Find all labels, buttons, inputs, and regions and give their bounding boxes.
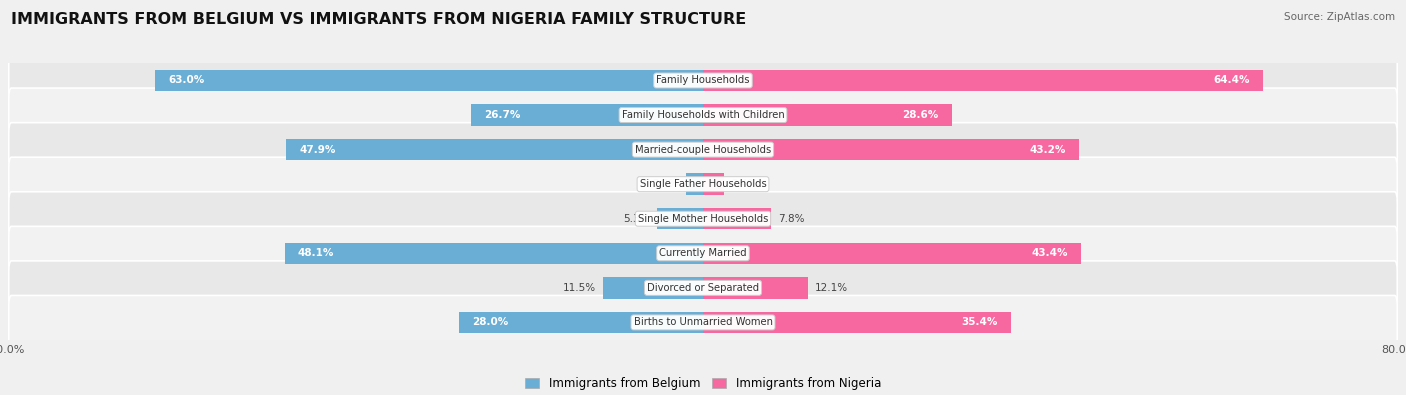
- Text: 48.1%: 48.1%: [298, 248, 335, 258]
- Bar: [155, 70, 703, 91]
- Bar: [603, 277, 703, 299]
- Text: 26.7%: 26.7%: [484, 110, 520, 120]
- Text: 2.4%: 2.4%: [731, 179, 758, 189]
- Bar: [287, 139, 703, 160]
- Bar: [703, 208, 770, 229]
- FancyBboxPatch shape: [8, 122, 1398, 177]
- Bar: [703, 139, 1078, 160]
- Bar: [703, 312, 1011, 333]
- Bar: [686, 173, 703, 195]
- Text: 43.2%: 43.2%: [1029, 145, 1066, 154]
- Text: 11.5%: 11.5%: [562, 283, 596, 293]
- Text: 35.4%: 35.4%: [962, 318, 998, 327]
- Text: Divorced or Separated: Divorced or Separated: [647, 283, 759, 293]
- Text: Family Households: Family Households: [657, 75, 749, 85]
- Text: 7.8%: 7.8%: [778, 214, 804, 224]
- FancyBboxPatch shape: [8, 295, 1398, 349]
- Text: Births to Unmarried Women: Births to Unmarried Women: [634, 318, 772, 327]
- Text: 28.6%: 28.6%: [903, 110, 939, 120]
- Text: Married-couple Households: Married-couple Households: [636, 145, 770, 154]
- FancyBboxPatch shape: [8, 226, 1398, 280]
- Bar: [284, 243, 703, 264]
- Text: 2.0%: 2.0%: [652, 179, 679, 189]
- Text: 64.4%: 64.4%: [1213, 75, 1250, 85]
- Bar: [703, 277, 808, 299]
- FancyBboxPatch shape: [8, 88, 1398, 142]
- Bar: [703, 243, 1081, 264]
- Text: 47.9%: 47.9%: [299, 145, 336, 154]
- FancyBboxPatch shape: [8, 157, 1398, 211]
- Text: Single Father Households: Single Father Households: [640, 179, 766, 189]
- Text: IMMIGRANTS FROM BELGIUM VS IMMIGRANTS FROM NIGERIA FAMILY STRUCTURE: IMMIGRANTS FROM BELGIUM VS IMMIGRANTS FR…: [11, 12, 747, 27]
- Text: Single Mother Households: Single Mother Households: [638, 214, 768, 224]
- Text: Family Households with Children: Family Households with Children: [621, 110, 785, 120]
- Bar: [703, 70, 1263, 91]
- Bar: [703, 173, 724, 195]
- Text: 12.1%: 12.1%: [815, 283, 848, 293]
- Text: 43.4%: 43.4%: [1031, 248, 1067, 258]
- Text: 63.0%: 63.0%: [167, 75, 204, 85]
- FancyBboxPatch shape: [8, 261, 1398, 315]
- Legend: Immigrants from Belgium, Immigrants from Nigeria: Immigrants from Belgium, Immigrants from…: [520, 372, 886, 395]
- Bar: [657, 208, 703, 229]
- Bar: [703, 104, 952, 126]
- Text: Currently Married: Currently Married: [659, 248, 747, 258]
- Bar: [460, 312, 703, 333]
- Text: Source: ZipAtlas.com: Source: ZipAtlas.com: [1284, 12, 1395, 22]
- Bar: [471, 104, 703, 126]
- Text: 28.0%: 28.0%: [472, 318, 509, 327]
- FancyBboxPatch shape: [8, 192, 1398, 246]
- FancyBboxPatch shape: [8, 53, 1398, 107]
- Text: 5.3%: 5.3%: [623, 214, 650, 224]
